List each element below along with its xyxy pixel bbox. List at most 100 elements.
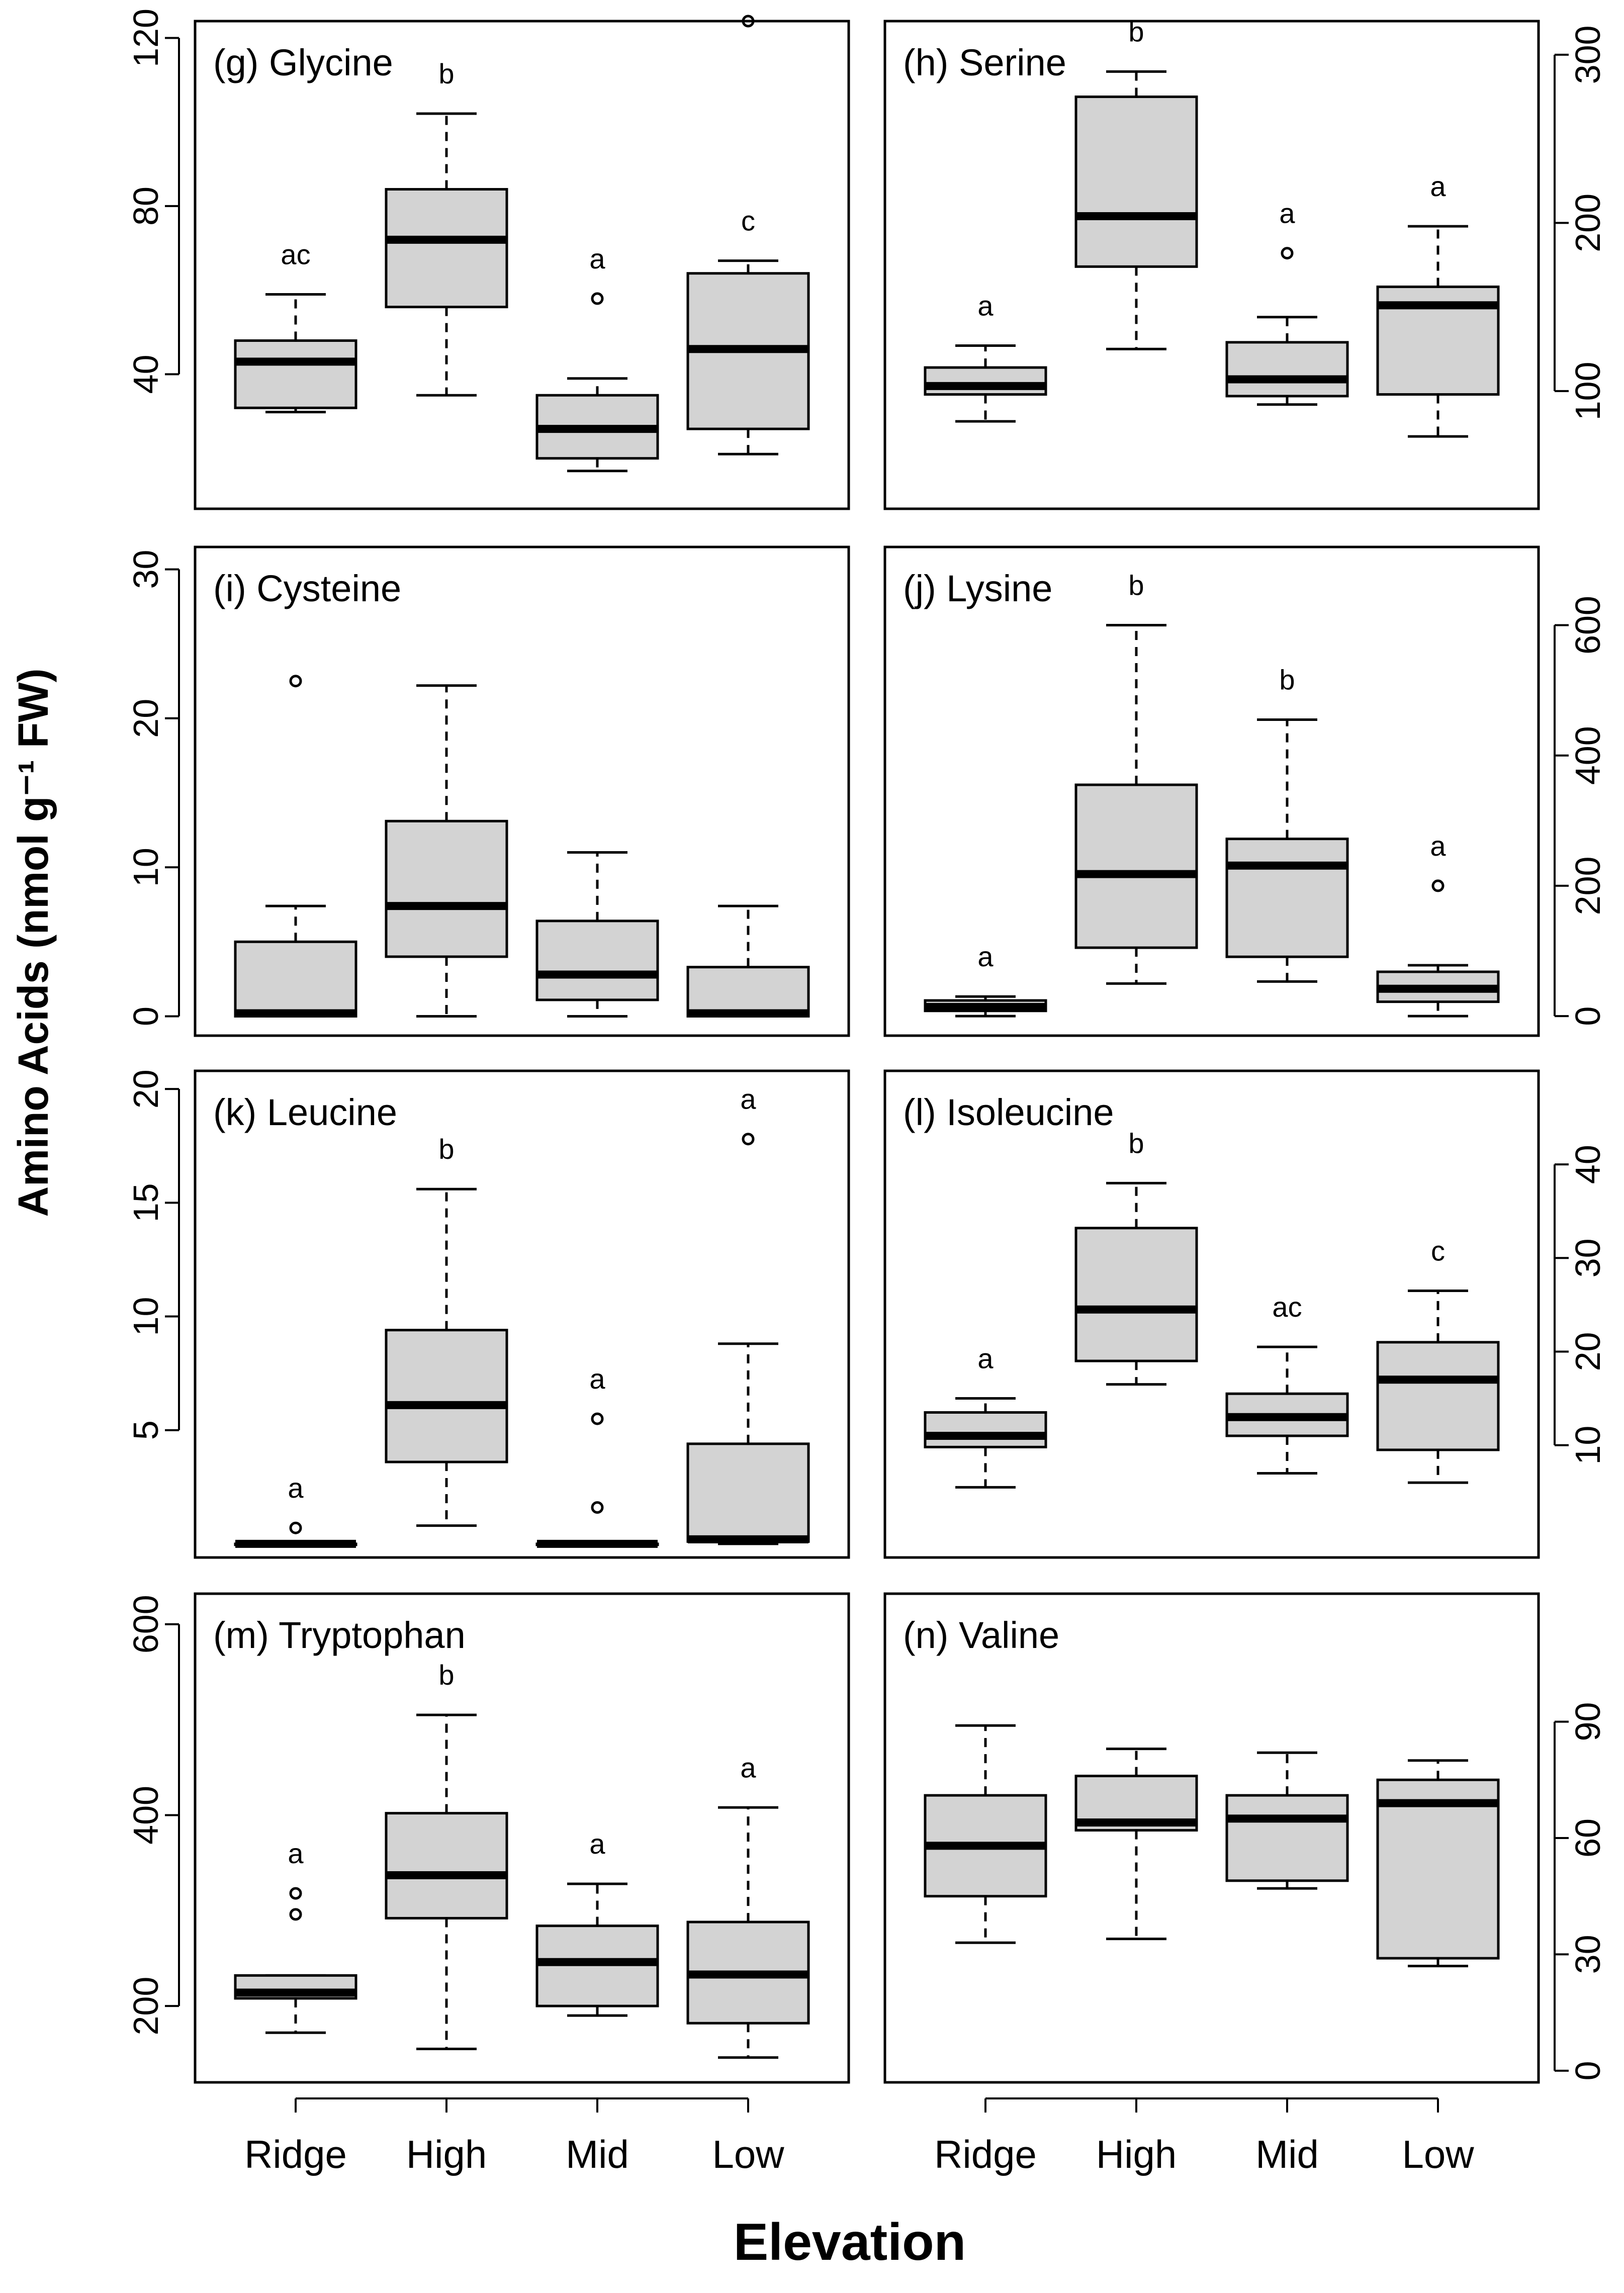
iqr-box [385,1812,508,1919]
panel-frame [883,1069,1540,1559]
x-tick-label-low: Low [712,2132,784,2176]
x-tick-label-mid: Mid [566,2132,629,2176]
significance-letter: b [1128,1127,1144,1159]
y-tick-label: 40 [126,354,165,394]
significance-letter: c [1431,1235,1445,1266]
y-tick-label: 90 [1568,1702,1607,1741]
panel-frame [194,1592,850,2084]
iqr-box [234,339,357,409]
box-mid: b [1225,664,1349,983]
panel-title: (l) Isoleucine [903,1091,1114,1133]
iqr-box [924,1411,1047,1448]
iqr-box [1225,1794,1349,1882]
y-tick-label: 200 [1568,857,1607,915]
box-high [385,684,508,1018]
box-mid [535,851,659,1018]
box-low: a [1376,830,1500,1018]
significance-letter: a [740,1752,756,1783]
panel-isoleucine: (l) Isoleucine 10 20 30 40 a b ac c [883,1069,1607,1559]
iqr-box [1074,96,1198,268]
box-low: a [1376,170,1500,438]
significance-letter: a [589,243,605,274]
y-tick-label: 20 [126,1069,165,1109]
outlier-point [289,1521,302,1534]
box-ridge: a [924,1343,1047,1489]
iqr-box [924,366,1047,396]
significance-letter: ac [281,239,310,270]
box-high: b [1074,1127,1198,1386]
box-high: b [1074,16,1198,350]
x-axis-title: Elevation [734,2213,966,2271]
panel-title: (h) Serine [903,42,1066,83]
y-tick-label: 0 [1568,2061,1607,2080]
significance-letter: a [589,1828,605,1860]
panel-title: (g) Glycine [213,42,393,83]
significance-letter: a [589,1363,605,1395]
x-tick-label-ridge: Ridge [244,2132,347,2176]
box-mid [1225,1751,1349,1890]
box-mid: a [1225,198,1349,406]
box-mid: a [535,243,659,473]
x-tick-label-low: Low [1402,2132,1474,2176]
significance-letter: b [438,1133,454,1165]
box-high: b [385,1659,508,2051]
y-tick-label: 10 [1568,1426,1607,1465]
outlier-point [289,1908,302,1921]
y-tick-label: 20 [1568,1332,1607,1371]
panel-frame [883,20,1540,510]
x-tick-label-high: High [406,2132,487,2176]
outlier-point [591,1501,604,1514]
outlier-point [742,15,755,28]
x-tick-label-ridge: Ridge [934,2132,1037,2176]
y-tick-label: 100 [1568,361,1607,420]
iqr-box [234,940,357,1018]
significance-letter: b [1279,664,1295,695]
significance-letter: a [288,1472,304,1504]
iqr-box [1074,783,1198,949]
significance-letter: a [977,1343,994,1374]
box-ridge: a [924,941,1047,1018]
iqr-box [385,188,508,309]
y-tick-label: 0 [1568,1006,1607,1026]
significance-letter: ac [1272,1291,1302,1323]
y-tick-label: 200 [1568,194,1607,252]
box-ridge [234,675,357,1018]
y-tick-label: 5 [126,1420,165,1440]
box-ridge: a [234,1472,357,1548]
box-high [1074,1748,1198,1941]
iqr-box [1376,1778,1500,1960]
panel-serine: (h) Serine 100 200 300 a b a a [883,16,1607,510]
box-high: b [385,58,508,397]
significance-letter: a [740,1083,756,1115]
y-tick-label: 30 [1568,1935,1607,1974]
box-mid: ac [1225,1291,1349,1475]
panel-lysine: (j) Lysine 0 200 400 600 a b b a [883,545,1607,1037]
panel-title: (n) Valine [903,1614,1059,1656]
outlier-point [1281,247,1294,260]
y-tick-label: 20 [126,699,165,738]
panel-frame [194,20,850,510]
box-ridge: a [924,290,1047,423]
box-high: b [1074,570,1198,985]
panel-valine: (n) Valine 0 30 60 90 Ridge High Mid Low [883,1592,1607,2176]
significance-letter: a [288,1838,304,1869]
iqr-box [535,920,659,1001]
panel-frame [194,545,850,1037]
outlier-point [742,1133,755,1146]
panel-cysteine: (i) Cysteine 0 10 20 30 [126,545,850,1037]
panel-title: (i) Cysteine [213,568,401,609]
significance-letter: a [977,941,994,972]
panel-tryptophan: (m) Tryptophan 200 400 600 a b a a Ridge High Mid L… [126,1592,850,2176]
significance-letter: a [1430,170,1446,202]
iqr-box [1225,341,1349,398]
box-low: a [686,1083,810,1545]
significance-letter: b [438,58,454,89]
y-tick-label: 10 [126,1297,165,1336]
y-tick-label: 40 [1568,1145,1607,1184]
panel-leucine: (k) Leucine 5 10 15 20 a b a a [126,1069,850,1559]
box-low [1376,1759,1500,1968]
y-tick-label: 80 [126,187,165,226]
box-ridge: ac [234,239,357,414]
